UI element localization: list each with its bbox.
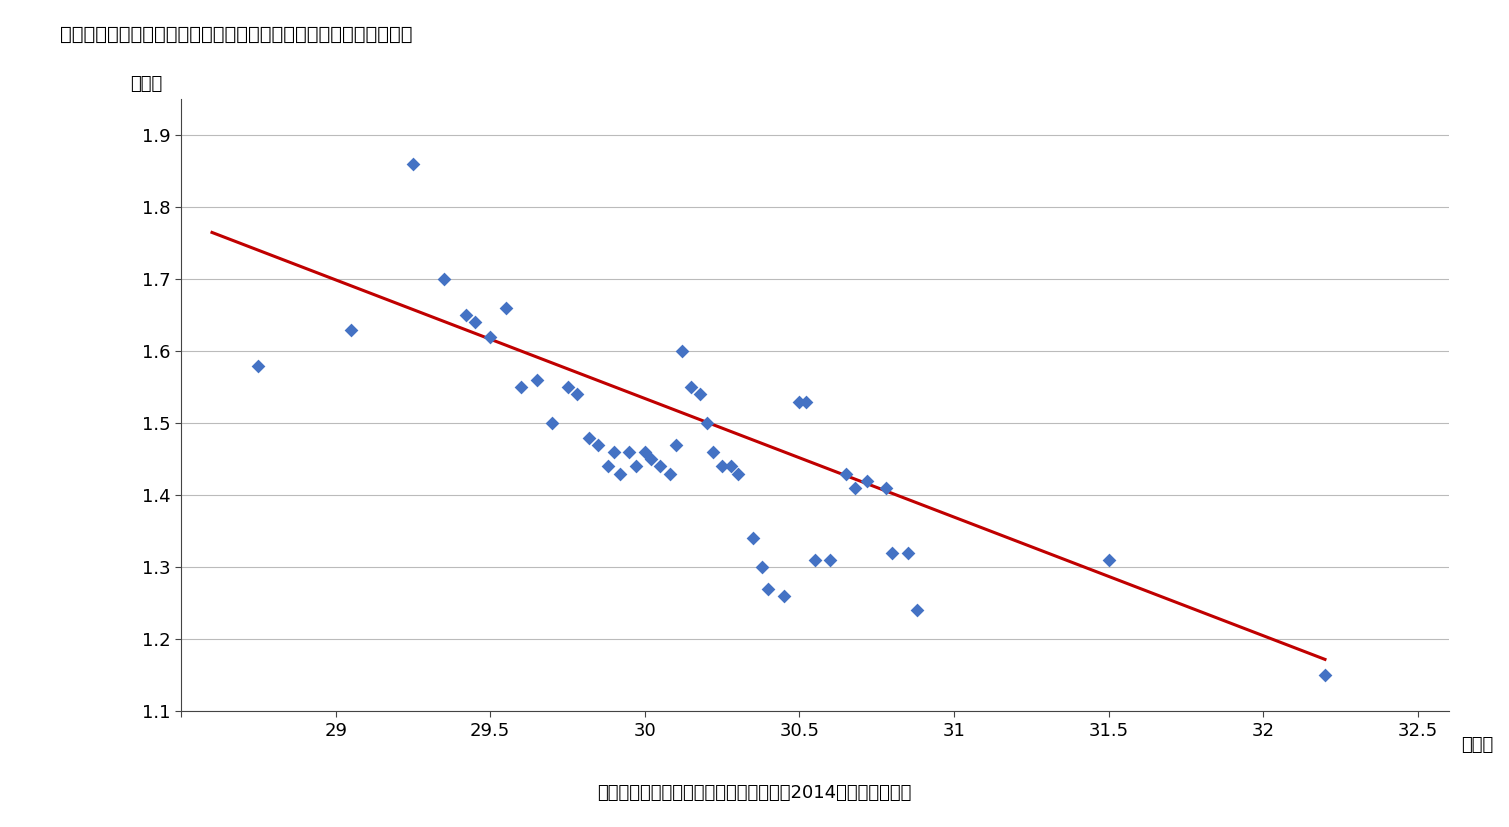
Point bbox=[844, 481, 868, 495]
Point bbox=[905, 604, 930, 617]
Point bbox=[608, 467, 632, 480]
Point bbox=[700, 446, 724, 459]
Point bbox=[803, 553, 827, 566]
Point bbox=[720, 460, 744, 473]
Text: （資料）　厚生労働省「人口動態統計　2014」より筆者作成: （資料） 厚生労働省「人口動態統計 2014」より筆者作成 bbox=[598, 784, 911, 802]
Point bbox=[1097, 553, 1121, 566]
Point bbox=[638, 452, 662, 466]
Point bbox=[246, 359, 270, 372]
Point bbox=[818, 553, 842, 566]
Point bbox=[756, 582, 780, 595]
Point bbox=[773, 590, 797, 603]
Point bbox=[895, 546, 919, 559]
Point bbox=[741, 532, 765, 545]
Text: 『図表２』都道府県別第一子出産時の母親の年齢と出生率の相関図: 『図表２』都道府県別第一子出産時の母親の年齢と出生率の相関図 bbox=[60, 25, 413, 44]
Point bbox=[711, 460, 735, 473]
Point bbox=[658, 467, 682, 480]
Point bbox=[856, 474, 880, 487]
Point bbox=[564, 388, 589, 401]
Point bbox=[617, 446, 641, 459]
Point bbox=[555, 380, 579, 394]
Point bbox=[493, 301, 518, 314]
Point bbox=[726, 467, 750, 480]
Point bbox=[688, 388, 712, 401]
Point bbox=[632, 446, 656, 459]
Point bbox=[670, 345, 694, 358]
Point bbox=[453, 308, 477, 322]
Point bbox=[664, 438, 688, 452]
Point bbox=[833, 467, 857, 480]
Point bbox=[874, 481, 898, 495]
Point bbox=[587, 438, 611, 452]
Point bbox=[602, 446, 626, 459]
Point bbox=[1313, 668, 1337, 681]
Point bbox=[463, 316, 487, 329]
Point bbox=[540, 417, 564, 430]
Point bbox=[509, 380, 533, 394]
Point bbox=[750, 561, 774, 574]
Point bbox=[340, 323, 364, 337]
Point bbox=[694, 417, 718, 430]
Point bbox=[525, 374, 549, 387]
Point bbox=[596, 460, 620, 473]
Point bbox=[679, 380, 703, 394]
Point bbox=[401, 157, 426, 170]
Point bbox=[478, 330, 502, 343]
Point bbox=[623, 460, 647, 473]
Point bbox=[788, 395, 812, 409]
Text: （歳）: （歳） bbox=[1461, 736, 1494, 753]
Point bbox=[576, 431, 601, 444]
Point bbox=[880, 546, 904, 559]
Point bbox=[794, 395, 818, 409]
Point bbox=[649, 460, 673, 473]
Point bbox=[432, 273, 456, 286]
Text: （％）: （％） bbox=[130, 75, 163, 93]
